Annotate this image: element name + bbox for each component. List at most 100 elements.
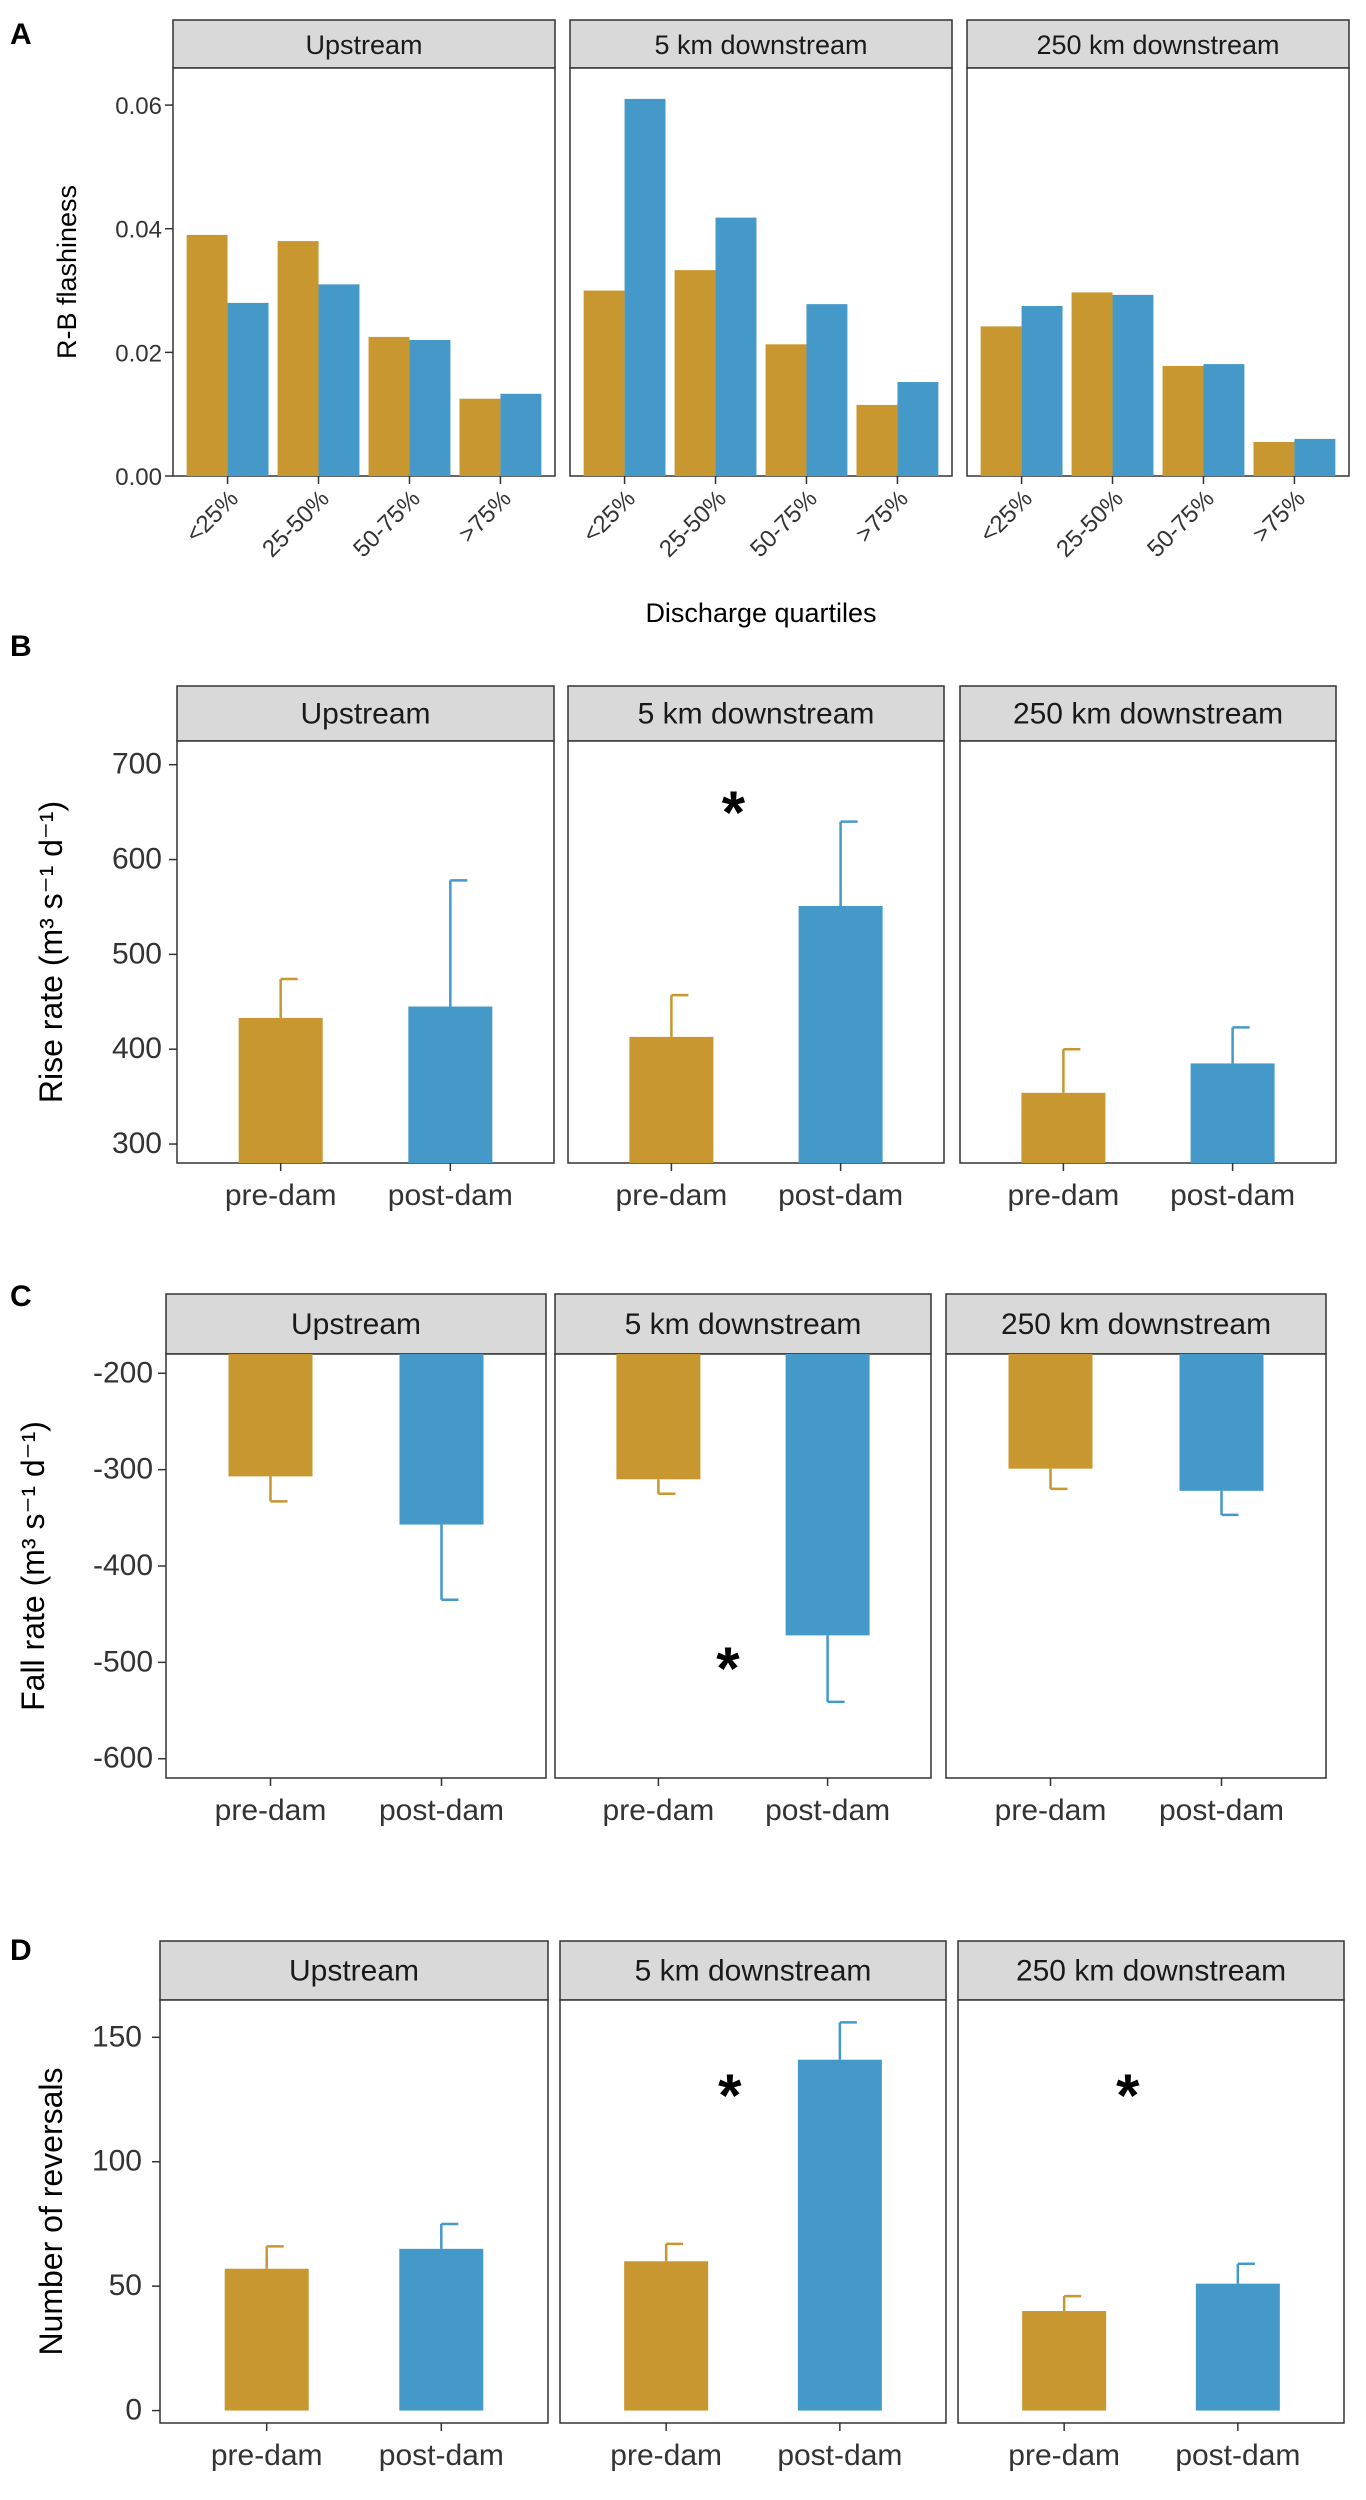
bar-pre bbox=[459, 398, 501, 476]
facet-title: 250 km downstream bbox=[1036, 30, 1279, 60]
x-tick-label: post-dam bbox=[1170, 1179, 1295, 1212]
panel-d: D 0 50 100 150 Number of reversals Upstream pre… bbox=[10, 1934, 1345, 2472]
y-tick-label: 0 bbox=[125, 2394, 142, 2427]
x-tick-label: pre-dam bbox=[603, 1794, 715, 1827]
x-tick-label: pre-dam bbox=[211, 2439, 323, 2472]
plot-area bbox=[957, 1999, 1345, 2424]
bar-pre bbox=[1071, 292, 1113, 476]
plot-area bbox=[176, 740, 555, 1164]
x-tick-label: post-dam bbox=[1159, 1794, 1284, 1827]
y-tick-label: 0.06 bbox=[115, 93, 162, 120]
significance-star: * bbox=[1116, 2062, 1140, 2129]
y-axis-title: Number of reversals bbox=[33, 2067, 69, 2355]
chart-layer: A 0.00 0.02 0.04 0.06 R-B flashiness Upstream <… bbox=[10, 18, 1350, 2472]
x-tick-label: post-dam bbox=[1175, 2439, 1300, 2472]
bar-pre-dam bbox=[224, 2268, 309, 2411]
bar-pre-dam bbox=[1022, 2311, 1107, 2411]
x-tick-label: post-dam bbox=[765, 1794, 890, 1827]
plot-area bbox=[959, 740, 1337, 1164]
facet-title: Upstream bbox=[305, 30, 422, 60]
x-tick-label: pre-dam bbox=[215, 1794, 327, 1827]
x-tick-label: post-dam bbox=[379, 1794, 504, 1827]
x-tick-label: 50-75% bbox=[745, 485, 823, 563]
facet-1: Upstream pre-dam post-dam bbox=[165, 1293, 547, 1827]
x-tick-label: >75% bbox=[454, 485, 517, 548]
facet-title: Upstream bbox=[289, 1955, 419, 1988]
bar-pre-dam bbox=[624, 2261, 709, 2411]
bar-pre bbox=[674, 270, 716, 476]
facet-strip bbox=[554, 1293, 932, 1355]
y-axis-title: R-B flashiness bbox=[52, 185, 82, 359]
significance-star: * bbox=[722, 779, 746, 846]
panel-label: C bbox=[10, 1280, 32, 1313]
panel-label: A bbox=[10, 18, 32, 51]
bar-post-dam bbox=[399, 1354, 484, 1525]
y-tick-label: -300 bbox=[93, 1453, 153, 1486]
bar-post-dam bbox=[797, 2059, 882, 2411]
facet-strip bbox=[945, 1293, 1327, 1355]
y-tick-label: 50 bbox=[109, 2269, 142, 2302]
facet-2: 5 km downstream pre-dam post-dam * bbox=[554, 1293, 932, 1827]
panel-c: C -200 -300 -400 -500 -600 Fall rate (m³ s⁻¹ d… bbox=[10, 1280, 1327, 1827]
x-tick-label: pre-dam bbox=[610, 2439, 722, 2472]
facet-title: 5 km downstream bbox=[625, 1308, 862, 1341]
significance-star: * bbox=[716, 1635, 740, 1702]
facet-3: 250 km downstream pre-dam post-dam bbox=[959, 685, 1337, 1212]
bar-post bbox=[715, 217, 757, 476]
x-tick-label: 25-50% bbox=[654, 485, 732, 563]
bar-post bbox=[500, 393, 542, 476]
facet-strip bbox=[159, 1940, 549, 2001]
x-tick-label: <25% bbox=[975, 485, 1038, 548]
x-tick-label: 25-50% bbox=[1051, 485, 1129, 563]
bar-post-dam bbox=[798, 906, 883, 1163]
bar-post-dam bbox=[408, 1006, 493, 1163]
bar-post-dam bbox=[1190, 1063, 1275, 1163]
facet-strip bbox=[172, 19, 556, 69]
x-tick-label: post-dam bbox=[388, 1179, 513, 1212]
y-tick-label: 300 bbox=[112, 1127, 162, 1160]
facet-2: 5 km downstream <25% 25-50% 50-75% >75% bbox=[569, 19, 953, 563]
x-axis-title: Discharge quartiles bbox=[645, 598, 876, 628]
x-tick-label: pre-dam bbox=[225, 1179, 337, 1212]
bar-pre bbox=[583, 290, 625, 476]
facet-strip bbox=[176, 685, 555, 742]
bar-pre bbox=[368, 336, 410, 476]
y-tick-label: -600 bbox=[93, 1742, 153, 1775]
y-tick-label: 150 bbox=[92, 2020, 142, 2053]
y-tick-label: 0.02 bbox=[115, 340, 162, 367]
x-tick-label: post-dam bbox=[778, 1179, 903, 1212]
facet-strip bbox=[165, 1293, 547, 1355]
bar-pre bbox=[1253, 442, 1295, 476]
bar-post bbox=[1203, 364, 1245, 476]
bar-post bbox=[409, 340, 451, 476]
x-tick-label: >75% bbox=[851, 485, 914, 548]
facet-title: 5 km downstream bbox=[654, 30, 867, 60]
bar-pre-dam bbox=[629, 1036, 714, 1163]
x-tick-label: pre-dam bbox=[616, 1179, 728, 1212]
bar-post bbox=[806, 304, 848, 476]
panel-a: A 0.00 0.02 0.04 0.06 R-B flashiness Upstream <… bbox=[10, 18, 1350, 628]
facet-strip bbox=[569, 19, 953, 69]
plot-area bbox=[567, 740, 945, 1164]
y-tick-label: 400 bbox=[112, 1032, 162, 1065]
y-tick-label: 500 bbox=[112, 937, 162, 970]
bar-pre-dam bbox=[238, 1017, 323, 1163]
bar-post bbox=[897, 382, 939, 476]
bar-pre bbox=[277, 241, 319, 476]
bar-post-dam bbox=[785, 1354, 870, 1636]
bar-pre-dam bbox=[1008, 1354, 1093, 1469]
bar-post-dam bbox=[1179, 1354, 1264, 1491]
facet-3: 250 km downstream pre-dam post-dam bbox=[945, 1293, 1327, 1827]
facet-2: 5 km downstream pre-dam post-dam * bbox=[559, 1940, 947, 2472]
bar-post bbox=[624, 98, 666, 476]
facet-2: 5 km downstream pre-dam post-dam * bbox=[567, 685, 945, 1212]
x-tick-label: 50-75% bbox=[1142, 485, 1220, 563]
bar-pre bbox=[1162, 365, 1204, 476]
facet-title: Upstream bbox=[300, 698, 430, 731]
y-tick-label: -500 bbox=[93, 1645, 153, 1678]
plot-area bbox=[559, 1999, 947, 2424]
bar-pre-dam bbox=[616, 1354, 701, 1480]
x-tick-label: 50-75% bbox=[348, 485, 426, 563]
facet-title: 5 km downstream bbox=[635, 1955, 872, 1988]
